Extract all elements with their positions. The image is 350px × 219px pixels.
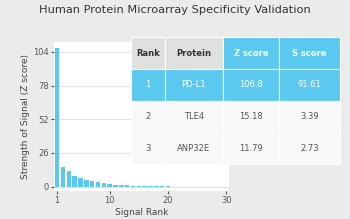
X-axis label: Signal Rank: Signal Rank: [115, 208, 168, 217]
Bar: [148, 186, 153, 187]
Bar: [78, 178, 83, 187]
Text: PD-L1: PD-L1: [182, 80, 206, 89]
Text: Protein: Protein: [176, 49, 211, 58]
Bar: [113, 185, 118, 187]
Bar: [142, 186, 147, 187]
Bar: [84, 180, 89, 187]
Text: Human Protein Microarray Specificity Validation: Human Protein Microarray Specificity Val…: [39, 5, 311, 16]
Bar: [164, 37, 223, 69]
Bar: [223, 101, 279, 132]
Bar: [107, 184, 112, 187]
Text: 3.39: 3.39: [300, 112, 318, 121]
Bar: [154, 186, 159, 187]
Bar: [223, 132, 279, 164]
Text: 2: 2: [145, 112, 150, 121]
Bar: [72, 176, 77, 187]
Text: 2.73: 2.73: [300, 144, 318, 153]
Bar: [61, 167, 65, 187]
Bar: [223, 37, 279, 69]
Text: 11.79: 11.79: [239, 144, 263, 153]
Text: 1: 1: [145, 80, 150, 89]
Bar: [131, 186, 135, 187]
Bar: [160, 186, 164, 187]
Text: TLE4: TLE4: [184, 112, 204, 121]
Bar: [279, 132, 339, 164]
Bar: [279, 101, 339, 132]
Bar: [164, 69, 223, 101]
Bar: [102, 183, 106, 187]
Bar: [223, 69, 279, 101]
Bar: [119, 185, 124, 187]
Text: ANP32E: ANP32E: [177, 144, 210, 153]
Bar: [96, 182, 100, 187]
Text: Rank: Rank: [136, 49, 160, 58]
Bar: [136, 186, 141, 187]
Bar: [131, 101, 164, 132]
Text: S score: S score: [292, 49, 327, 58]
Bar: [66, 171, 71, 187]
Bar: [279, 37, 339, 69]
Bar: [131, 69, 164, 101]
Bar: [90, 181, 94, 187]
Bar: [279, 69, 339, 101]
Text: 91.61: 91.61: [298, 80, 321, 89]
Text: Z score: Z score: [234, 49, 268, 58]
Bar: [164, 132, 223, 164]
Bar: [55, 48, 60, 187]
Y-axis label: Strength of Signal (Z score): Strength of Signal (Z score): [21, 54, 30, 178]
Text: 106.8: 106.8: [239, 80, 263, 89]
Text: 3: 3: [145, 144, 150, 153]
Bar: [131, 132, 164, 164]
Bar: [125, 185, 130, 187]
Text: 15.18: 15.18: [239, 112, 263, 121]
Bar: [164, 101, 223, 132]
Bar: [131, 37, 164, 69]
